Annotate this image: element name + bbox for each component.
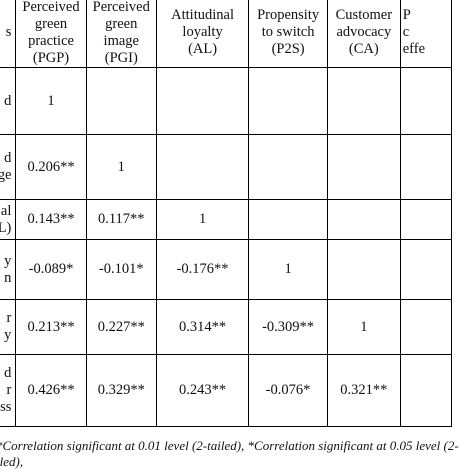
header-pgi-line: (PGI) [104, 49, 138, 66]
footnote-line: iled), [0, 454, 24, 469]
table-cell [399, 67, 453, 135]
table-cell [326, 199, 401, 240]
header-al: Attitudinal loyalty (AL) [155, 0, 250, 68]
table-cell: 0.117** [85, 199, 157, 240]
table-cell: -0.089* [15, 239, 87, 300]
header-pgi-line: Perceived [92, 0, 150, 15]
header-al-line: Attitudinal [171, 7, 234, 23]
table-row: d 1 [0, 67, 453, 135]
table-cell: 0.227** [85, 299, 157, 355]
table-cell: 0.426** [15, 354, 87, 427]
table-row: al L) 0.143** 0.117** 1 [0, 199, 453, 240]
row-label-line: d [4, 92, 12, 109]
correlation-table: s Perceived green practice (PGP) Perceiv… [0, 0, 453, 427]
table-cell: 1 [248, 239, 328, 300]
row-label-line: d [4, 150, 12, 166]
table-cell: -0.076* [248, 354, 328, 427]
header-pgp-line: green [34, 15, 68, 32]
table-row: y n -0.089* -0.101* -0.176** 1 [0, 239, 453, 300]
header-pgp-line: (PGP) [32, 49, 70, 66]
table-row: r y 0.213** 0.227** 0.314** -0.309** 1 [0, 299, 453, 355]
table-cell: 1 [85, 134, 157, 200]
row-label-line: r [6, 382, 12, 398]
table-cell: 1 [326, 299, 401, 355]
header-row: s Perceived green practice (PGP) Perceiv… [0, 0, 453, 68]
table-cell [399, 239, 453, 300]
header-pgi: Perceived green image (PGI) [85, 0, 157, 68]
table-row: d ge 0.206** 1 [0, 134, 453, 200]
table-cell [399, 354, 453, 427]
table-cell [399, 299, 453, 355]
header-ca: Customer advocacy (CA) [326, 0, 401, 68]
row-label-line: y [4, 327, 12, 343]
table-cell: -0.176** [155, 239, 250, 300]
header-pce-line: P [402, 7, 411, 23]
header-variables-label: s [5, 24, 12, 40]
table-cell: 0.213** [15, 299, 87, 355]
header-p2s: Propensity to switch (P2S) [248, 0, 328, 68]
header-p2s-line: Propensity [257, 7, 320, 23]
row-label: al L) [0, 199, 17, 240]
row-label: d r ess [0, 354, 17, 427]
table-cell: 0.314** [155, 299, 250, 355]
table-cell: 0.243** [155, 354, 250, 427]
header-pgp-line: practice [28, 32, 74, 49]
row-label-line: r [6, 310, 12, 326]
table-cell: -0.101* [85, 239, 157, 300]
row-label-line: n [4, 269, 12, 286]
row-label: d ge [0, 134, 17, 200]
table-cell [248, 199, 328, 240]
header-p2s-line: (P2S) [271, 41, 305, 57]
header-ca-line: (CA) [348, 41, 379, 57]
header-pce: P c effe [399, 0, 453, 68]
table-cell [155, 134, 250, 200]
row-label: y n [0, 239, 17, 300]
table-cell: -0.309** [248, 299, 328, 355]
table-cell [326, 67, 401, 135]
row-label-line: ess [0, 399, 12, 415]
header-pgp: Perceived green practice (PGP) [15, 0, 87, 68]
table-cell [399, 199, 453, 240]
table-cell: 0.329** [85, 354, 157, 427]
table-cell: 1 [15, 67, 87, 135]
table-cell: 1 [155, 199, 250, 240]
header-p2s-line: to switch [261, 24, 315, 40]
header-variables-cell: s [0, 0, 17, 68]
header-pce-line: effe [402, 41, 426, 57]
header-pgi-line: green [105, 15, 138, 32]
table-cell [326, 134, 401, 200]
table-cell [399, 134, 453, 200]
row-label-line: d [4, 365, 12, 381]
table-cell [85, 67, 157, 135]
row-label: d [0, 67, 17, 135]
table-cell: 0.206** [15, 134, 87, 200]
table-cell [248, 67, 328, 135]
footnote-line: *Correlation significant at 0.01 level (… [0, 438, 459, 453]
header-pce-line: c [402, 24, 410, 40]
table-cell [155, 67, 250, 135]
header-pgp-line: Perceived [22, 0, 80, 15]
row-label-line: L) [0, 219, 12, 236]
header-al-line: (AL) [188, 41, 218, 57]
table-cell [248, 134, 328, 200]
row-label-line: y [4, 252, 12, 269]
table-cell: 0.143** [15, 199, 87, 240]
table-cell: 0.321** [326, 354, 401, 427]
table-cell [326, 239, 401, 300]
row-label: r y [0, 299, 17, 355]
header-pgi-line: image [103, 32, 139, 49]
row-label-line: al [0, 202, 12, 219]
header-ca-line: Customer [335, 7, 393, 23]
row-label-line: ge [0, 167, 12, 183]
header-ca-line: advocacy [336, 24, 392, 40]
table-row: d r ess 0.426** 0.329** 0.243** -0.076* … [0, 354, 453, 427]
table-footnote: *Correlation significant at 0.01 level (… [0, 438, 474, 470]
header-al-line: loyalty [182, 24, 223, 40]
